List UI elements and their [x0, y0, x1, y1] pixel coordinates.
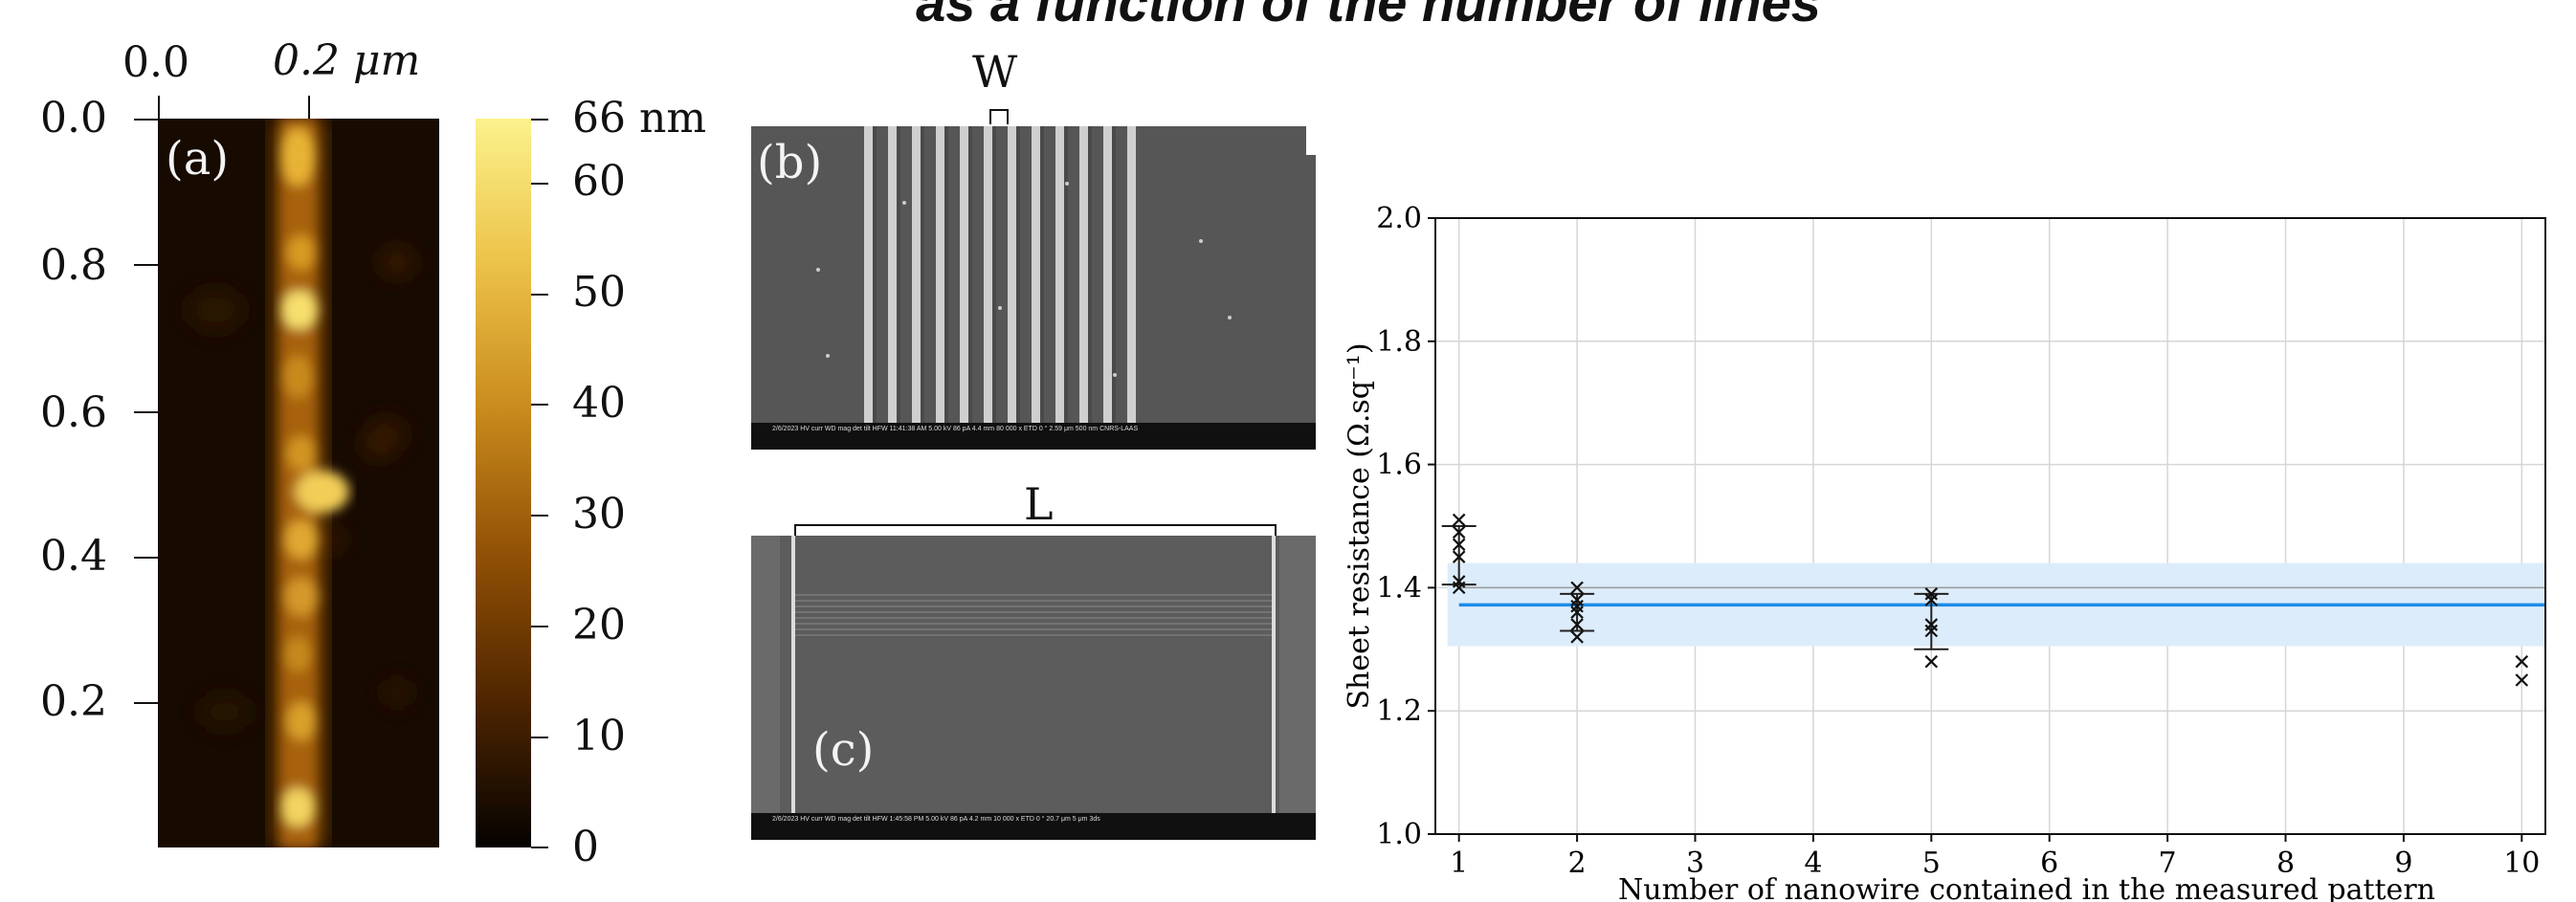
x-tick-label: 5	[1922, 847, 1941, 880]
x-tick-label: 10	[2503, 847, 2540, 880]
sem-panel-b: W	[746, 38, 1340, 459]
chart-y-label: Sheet resistance (Ω.sq⁻¹)	[1343, 342, 1376, 709]
chart-axes: 1 2 3 4 5 6 7 8 9 10 1.0 1.2 1.4 1.6 1.8 2.0	[1376, 202, 2546, 880]
length-dimension-label: L	[1024, 478, 1054, 530]
sem-b-panel-label: (b)	[757, 136, 823, 189]
colorbar-label: 50	[572, 268, 626, 317]
data-point	[1924, 618, 1939, 631]
data-point	[1570, 593, 1584, 607]
x-tick-label: 4	[1804, 847, 1822, 880]
sem-c-panel-label: (c)	[812, 723, 875, 777]
afm-panel: 0.0 0.2 μm 0.0 0.8 0.6 0.4 0.2	[0, 0, 727, 902]
sem-image-b: 2/6/2023 HV curr WD mag det tilt HFW 11:…	[751, 126, 1316, 450]
data-point	[2515, 654, 2529, 669]
chart-band	[1447, 562, 2545, 647]
sem-b-info-bar: 2/6/2023 HV curr WD mag det tilt HFW 11:…	[751, 423, 1316, 450]
afm-y-tick: 0.0	[40, 94, 107, 143]
afm-y-tick-mark	[134, 411, 158, 413]
sem-b-white-corner	[1306, 126, 1316, 155]
data-point	[2515, 673, 2529, 687]
data-point	[1570, 581, 1584, 595]
afm-y-tick-mark	[134, 702, 158, 704]
data-point	[1570, 630, 1584, 644]
afm-image: (a)	[158, 119, 439, 847]
data-point	[1452, 513, 1466, 527]
afm-y-tick: 0.2	[40, 677, 107, 726]
x-tick-label: 1	[1450, 847, 1468, 880]
colorbar-label: 66 nm	[572, 94, 707, 143]
sem-c-info-bar: 2/6/2023 HV curr WD mag det tilt HFW 1:4…	[751, 813, 1316, 840]
data-point	[1452, 575, 1466, 588]
data-point	[1924, 624, 1939, 638]
sem-image-c: 2/6/2023 HV curr WD mag det tilt HFW 1:4…	[751, 536, 1316, 840]
chart-marks	[1441, 513, 2529, 687]
data-point	[1452, 550, 1466, 563]
y-tick-label: 1.6	[1376, 449, 1422, 482]
afm-y-tick-mark	[134, 557, 158, 559]
data-point	[1452, 525, 1466, 539]
data-point	[1570, 618, 1584, 631]
data-point	[1924, 654, 1939, 669]
chart-x-label: Number of nanowire contained in the meas…	[1618, 873, 2435, 902]
afm-y-tick: 0.4	[40, 532, 107, 581]
figure-caption: as a function of the number of lines	[916, 0, 1821, 33]
x-tick-label: 8	[2276, 847, 2295, 880]
length-dimension-marker	[794, 524, 1277, 539]
data-point	[1452, 538, 1466, 552]
afm-y-tick: 0.6	[40, 388, 107, 437]
x-tick-label: 3	[1686, 847, 1704, 880]
afm-y-tick: 0.8	[40, 241, 107, 290]
y-tick-label: 1.8	[1376, 325, 1422, 359]
afm-x-tick-0: 0.0	[122, 38, 189, 87]
y-tick-label: 1.4	[1376, 571, 1422, 605]
x-tick-label: 6	[2040, 847, 2058, 880]
y-tick-label: 1.2	[1376, 694, 1422, 728]
colorbar-label: 0	[572, 823, 599, 871]
colorbar-label: 40	[572, 379, 626, 428]
afm-x-tick-1: 0.2 μm	[273, 36, 421, 85]
x-tick-label: 2	[1568, 847, 1587, 880]
colorbar-label: 60	[572, 157, 626, 206]
data-point	[1924, 587, 1939, 601]
afm-y-tick-mark	[134, 119, 158, 121]
data-point	[1924, 593, 1939, 607]
sem-panel-c: L 2/6/2023 HV curr WD mag det tilt HFW 1…	[746, 478, 1340, 842]
x-tick-label: 9	[2394, 847, 2412, 880]
width-dimension-marker	[989, 109, 1009, 124]
chart-grid	[1435, 217, 2545, 835]
afm-x-tick-mark	[308, 96, 310, 119]
data-point	[1452, 581, 1466, 595]
colorbar-label: 20	[572, 601, 626, 649]
colorbar-label: 10	[572, 712, 626, 760]
sheet-resistance-chart: 1 2 3 4 5 6 7 8 9 10 1.0 1.2 1.4 1.6 1.8 2.0 Number of …	[1343, 202, 2546, 902]
afm-panel-label: (a)	[166, 132, 230, 186]
y-tick-label: 2.0	[1376, 202, 1422, 235]
colorbar-label: 30	[572, 490, 626, 539]
width-dimension-label: W	[972, 46, 1018, 98]
data-point	[1570, 599, 1584, 613]
plot-frame	[1434, 217, 2546, 835]
afm-colorbar	[476, 119, 531, 847]
data-point	[1570, 605, 1584, 619]
x-tick-label: 7	[2159, 847, 2177, 880]
y-tick-label: 1.0	[1376, 818, 1422, 851]
afm-y-tick-mark	[134, 264, 158, 266]
afm-x-tick-mark	[158, 96, 160, 119]
